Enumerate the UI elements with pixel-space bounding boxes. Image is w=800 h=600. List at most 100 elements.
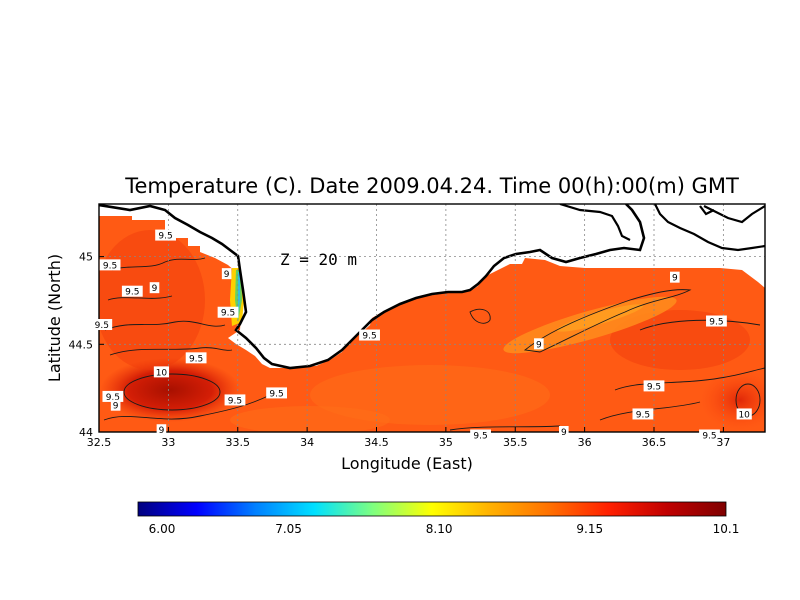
warm-area-northwest	[99, 230, 205, 370]
plot-frame	[98, 203, 766, 433]
colorbar-ticks: 6.00 7.05 8.10 9.15 10.1	[149, 522, 740, 536]
contour-label: 9	[113, 402, 119, 412]
cool-tongue-core	[556, 304, 644, 332]
contour-label-box	[91, 319, 113, 331]
coastline	[99, 204, 646, 370]
contour-label: 9.5	[709, 318, 723, 328]
contour-label-box	[149, 282, 160, 294]
contour-label-box	[559, 426, 569, 437]
warm-core-west	[100, 358, 240, 422]
contour-label: 9.5	[362, 332, 376, 342]
contour-label-box	[99, 259, 121, 271]
contour-label: 9.5	[221, 309, 235, 319]
depth-annotation: Z = 20 m	[280, 250, 357, 269]
x-tick-label: 33.5	[226, 436, 251, 449]
contour-label: 9.5	[473, 432, 487, 442]
contour-label: 9	[536, 340, 542, 350]
contour-line	[614, 367, 765, 391]
contour-label: 9.5	[269, 389, 283, 399]
grid-lines	[99, 204, 765, 432]
contour-label: 10	[156, 368, 168, 378]
colorbar-tick-label: 8.10	[426, 522, 453, 536]
contour-label: 9	[561, 428, 567, 438]
contour-label-box	[470, 429, 491, 441]
contour-label: 9.5	[95, 321, 109, 331]
x-tick-label: 34.5	[364, 436, 389, 449]
contour-label: 9	[672, 274, 678, 284]
contour-line	[107, 295, 173, 301]
contour-label-box	[221, 268, 232, 280]
sea-temperature-field	[99, 216, 765, 432]
contour-label: 9.5	[702, 432, 716, 442]
contour-line	[111, 257, 206, 271]
contour-label-box	[121, 285, 143, 297]
contour-label-box	[736, 408, 752, 420]
contour-lines	[103, 257, 765, 431]
contour-line	[103, 394, 271, 421]
contour-label-box	[699, 429, 720, 441]
contour-label-box	[102, 390, 124, 402]
contour-label-box	[266, 387, 287, 399]
contour-label-box	[185, 352, 207, 364]
contour-line	[104, 320, 226, 331]
contour-line	[469, 308, 491, 324]
coastline	[559, 204, 631, 241]
x-tick-label: 32.5	[87, 436, 112, 449]
coastline	[654, 204, 765, 252]
chart-title: Temperature (C). Date 2009.04.24. Time 0…	[124, 174, 739, 198]
x-tick-label: 36.5	[642, 436, 667, 449]
cool-area-south	[230, 406, 390, 432]
contour-label-box	[670, 271, 680, 283]
contour-line	[449, 425, 561, 431]
contour-line	[123, 373, 221, 411]
colorbar-tick-label: 10.1	[713, 522, 740, 536]
contour-label: 9.5	[636, 410, 650, 420]
x-tick-label: 33	[161, 436, 175, 449]
contour-label: 10	[738, 410, 750, 420]
y-tick-label: 44.5	[69, 338, 94, 351]
x-tick-label: 37	[716, 436, 730, 449]
plot-area	[99, 204, 765, 432]
contour-label: 9	[159, 426, 165, 436]
x-axis: 32.5 33 33.5 34 34.5 35 35.5 36 36.5 37	[87, 427, 730, 449]
contour-label: 9	[224, 270, 230, 280]
colorbar-tick-label: 7.05	[275, 522, 302, 536]
y-axis-title: Latitude (North)	[45, 254, 64, 382]
contour-label-box	[706, 315, 727, 327]
y-tick-label: 44	[79, 426, 93, 439]
contour-label-box	[224, 394, 246, 406]
colorbar	[137, 501, 727, 517]
contour-label: 9	[152, 284, 158, 294]
x-axis-title: Longitude (East)	[341, 454, 473, 473]
contour-line	[523, 289, 692, 353]
contour-label: 9.5	[106, 393, 120, 403]
contour-labels: 9.59.59.5 99.59.599.5109.599.59.59.5999.5…	[91, 229, 752, 442]
contour-label: 9.5	[228, 396, 242, 406]
colorbar-tick-label: 6.00	[149, 522, 176, 536]
y-tick-label: 45	[79, 251, 93, 264]
contour-label-box	[110, 399, 121, 411]
coastline	[699, 205, 715, 216]
contour-line	[109, 347, 233, 356]
x-tick-label: 35.5	[503, 436, 528, 449]
contour-label: 9.5	[189, 354, 203, 364]
contour-label-box	[359, 329, 380, 341]
contour-label-box	[155, 229, 176, 241]
contour-label-box	[534, 338, 544, 350]
contour-label: 9.5	[647, 382, 661, 392]
contour-label-box	[632, 408, 654, 420]
contour-label: 9.5	[158, 232, 172, 242]
cool-area-central	[310, 365, 550, 425]
y-axis: 44 44.5 45	[69, 251, 104, 439]
contour-label: 9.5	[125, 288, 139, 298]
contour-label-box	[153, 366, 170, 378]
contour-line	[639, 319, 761, 331]
contour-label: 9.5	[103, 261, 117, 271]
x-tick-label: 35	[439, 436, 453, 449]
contour-label-box	[156, 424, 167, 436]
cool-bay-blue	[238, 272, 240, 315]
x-tick-label: 36	[578, 436, 592, 449]
x-tick-label: 34	[300, 436, 314, 449]
colorbar-tick-label: 9.15	[576, 522, 603, 536]
